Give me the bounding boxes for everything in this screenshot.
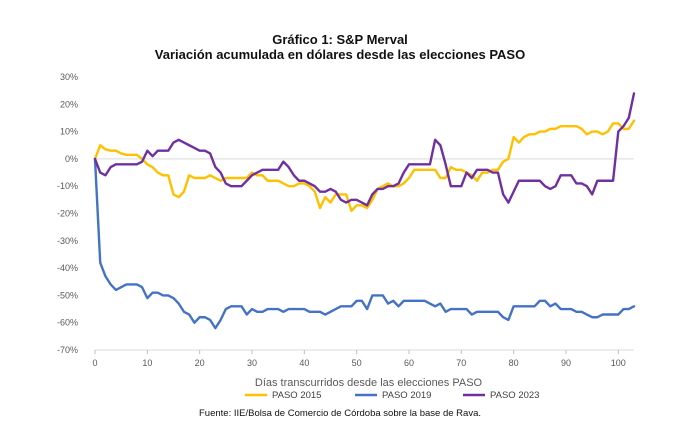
y-tick-label: 20% <box>60 99 78 109</box>
legend-label: PASO 2019 <box>382 390 431 401</box>
y-tick-label: -50% <box>57 290 78 300</box>
y-tick-label: -60% <box>57 318 78 328</box>
y-tick-label: -10% <box>57 181 78 191</box>
series-line-paso-2015 <box>93 119 636 212</box>
x-tick-label: 10 <box>142 358 152 368</box>
x-tick-label: 40 <box>299 358 309 368</box>
chart-title: Gráfico 1: S&P Merval <box>272 32 408 47</box>
y-tick-label: -30% <box>57 236 78 246</box>
y-tick-label: -40% <box>57 263 78 273</box>
y-tick-label: -70% <box>57 345 78 355</box>
chart-title-block: Gráfico 1: S&P Merval Variación acumulad… <box>0 32 680 62</box>
x-tick-label: 80 <box>509 358 519 368</box>
y-tick-label: -20% <box>57 209 78 219</box>
y-tick-label: 0% <box>65 154 78 164</box>
x-tick-label: 90 <box>561 358 571 368</box>
x-tick-label: 0 <box>92 358 97 368</box>
y-tick-label: 30% <box>60 72 78 82</box>
legend-label: PASO 2015 <box>272 390 321 401</box>
x-tick-label: 100 <box>611 358 626 368</box>
x-tick-label: 20 <box>195 358 205 368</box>
x-tick-label: 70 <box>456 358 466 368</box>
chart-source-note: Fuente: IIE/Bolsa de Comercio de Córdoba… <box>199 408 481 419</box>
legend-label: PASO 2023 <box>490 390 539 401</box>
y-tick-label: 10% <box>60 127 78 137</box>
x-tick-label: 60 <box>404 358 414 368</box>
x-tick-label: 30 <box>247 358 257 368</box>
series-line-paso-2023 <box>93 92 636 207</box>
chart-subtitle: Variación acumulada en dólares desde las… <box>154 47 526 62</box>
x-axis-title: Días transcurridos desde las elecciones … <box>255 377 483 389</box>
series-line-paso-2019 <box>93 157 636 330</box>
x-tick-label: 50 <box>352 358 362 368</box>
